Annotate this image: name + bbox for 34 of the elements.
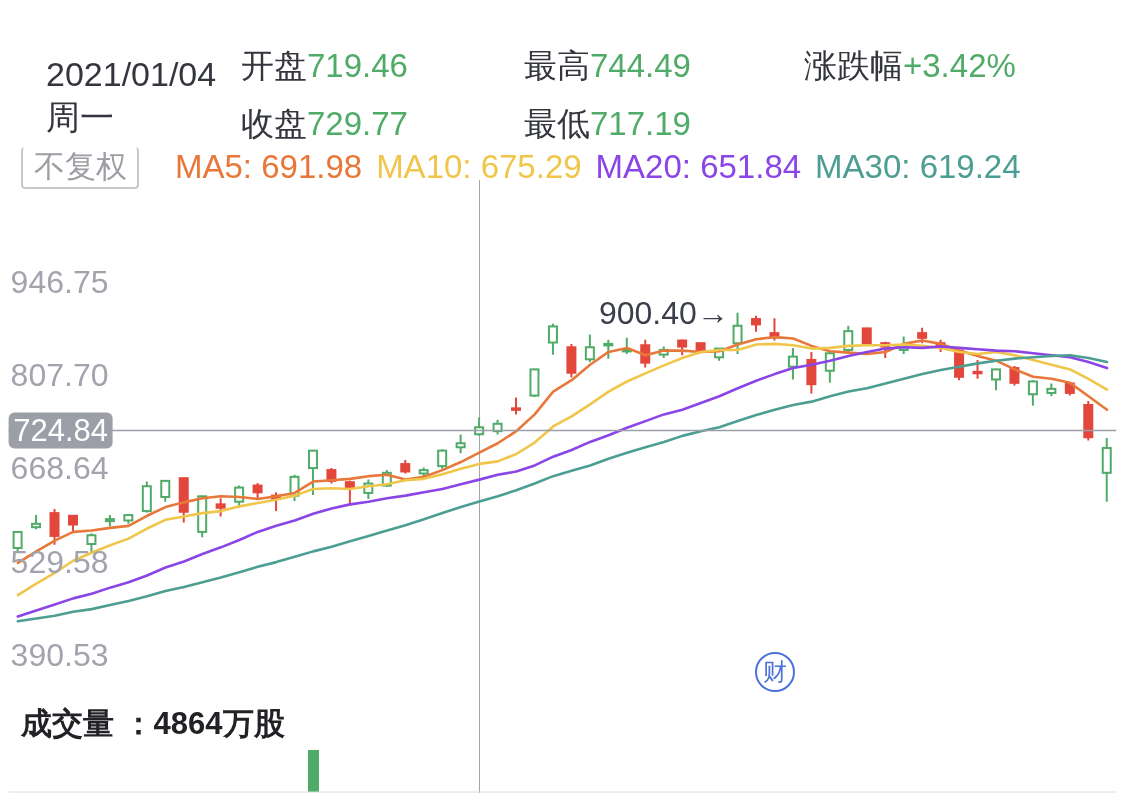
text: 最高744.49: [524, 47, 691, 84]
y-tick-label: 668.64: [10, 450, 109, 487]
text: 2021/01/04: [46, 55, 217, 93]
text: 最低717.19: [524, 105, 691, 142]
annotation: 900.40→: [598, 294, 729, 331]
candlestick: [455, 433, 466, 455]
text: MA5: 691.98: [175, 147, 363, 187]
text: 涨跌幅+3.42%: [804, 47, 1016, 84]
candlestick: [307, 449, 318, 496]
y-tick-label: 807.70: [10, 356, 109, 393]
candlestick: [1027, 379, 1038, 407]
candlestick: [603, 338, 614, 360]
badge-icon: 财: [755, 652, 795, 692]
chart-title: 成交量 ：4864万股: [21, 706, 285, 741]
candlestick: [437, 448, 448, 470]
candlestick: [787, 346, 798, 381]
text: 周一: [46, 98, 114, 136]
candlestick: [584, 333, 595, 364]
candlestick: [990, 367, 1001, 392]
ref-line-label: 724.84: [13, 413, 109, 449]
candlestick: [215, 497, 226, 518]
button[interactable]: 不复权: [21, 147, 139, 189]
y-tick-label: 390.53: [10, 637, 109, 674]
candlestick: [732, 311, 743, 355]
candlestick: [160, 479, 171, 503]
text: MA30: 619.24: [815, 147, 1021, 187]
text: 收盘729.77: [241, 105, 408, 142]
text: 开盘719.46: [241, 47, 408, 84]
y-tick-label: 946.75: [10, 263, 109, 300]
text: MA20: 651.84: [595, 147, 802, 187]
text: MA10: 675.29: [376, 147, 582, 187]
candlestick: [49, 508, 60, 546]
candlestick: [547, 322, 558, 356]
candlestick: [972, 359, 983, 380]
